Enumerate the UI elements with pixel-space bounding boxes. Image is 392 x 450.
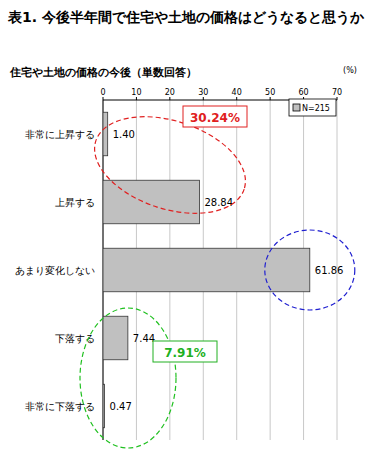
bar [103, 384, 105, 428]
tick-label: 40 [232, 88, 242, 97]
data-label: 28.84 [204, 197, 233, 208]
tick-label: 10 [131, 88, 141, 97]
tick-label: 70 [332, 88, 342, 97]
category-label: 上昇する [55, 197, 95, 208]
category-label: 非常に下落する [25, 401, 95, 412]
legend-label: N=215 [302, 104, 330, 113]
annotation-box [153, 341, 217, 362]
bar [103, 112, 108, 156]
highlight-ellipse [82, 99, 258, 231]
bar [103, 180, 199, 224]
legend-box [289, 99, 336, 116]
legend: N=215 [289, 99, 336, 116]
data-label: 1.40 [113, 129, 135, 140]
legend-swatch [293, 104, 300, 111]
category-label: あまり変化しない [15, 265, 95, 276]
title: 表1. 今後半年間で住宅や土地の価格はどうなると思うか [7, 9, 365, 26]
tick-label: 20 [165, 88, 175, 97]
category-label: 非常に上昇する [25, 129, 95, 140]
tick-label: 30 [198, 88, 208, 97]
bar [103, 248, 310, 292]
bars [103, 112, 310, 428]
highlight-ellipse [80, 308, 176, 448]
annotation: 30.24% [190, 111, 240, 125]
highlight-ellipse [265, 230, 355, 310]
subtitle: 住宅や土地の価格の今後（単数回答） [9, 66, 197, 79]
tick-label: 60 [298, 88, 308, 97]
data-label: 7.44 [133, 333, 155, 344]
chart: 表1. 今後半年間で住宅や土地の価格はどうなると思うか住宅や土地の価格の今後（単… [0, 0, 392, 450]
tick-label: 0 [100, 88, 105, 97]
tick-label: 50 [265, 88, 275, 97]
axis-unit: (%) [343, 66, 357, 75]
bar [103, 316, 128, 360]
annotation-box [183, 106, 247, 127]
data-label: 0.47 [110, 401, 132, 412]
annotation: 7.91% [164, 346, 206, 360]
data-label: 61.86 [315, 265, 344, 276]
